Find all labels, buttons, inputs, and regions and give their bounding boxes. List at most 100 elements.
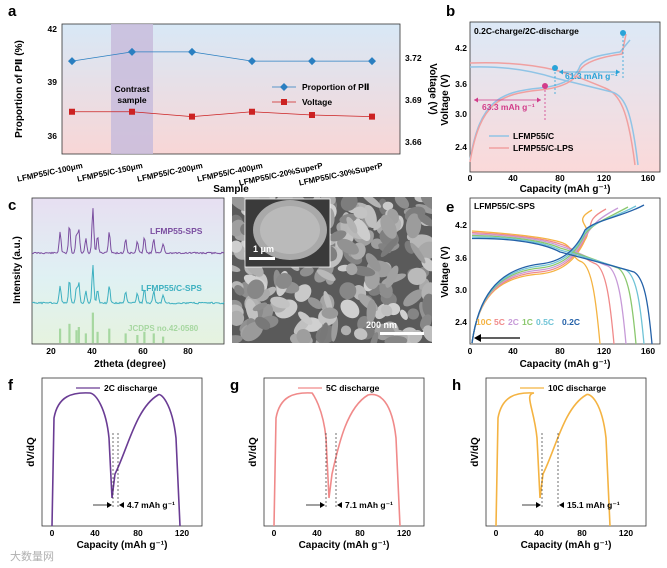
point-proportion [188,47,196,56]
sem-grain [247,279,265,299]
h-ylabel: dV/dQ [470,437,481,467]
e-discharge-curve [471,237,653,345]
panel-h-plot-area [485,377,647,527]
c-ylabel: Intensity (a.u.) [12,236,23,304]
sem-grain [232,310,245,326]
sem-grain [337,238,359,255]
b-charge-lps [469,33,627,163]
e-xtick: 160 [641,346,655,356]
e-xtick: 80 [555,346,565,356]
sem-grain [353,206,368,219]
e-ytick: 3.6 [455,253,467,263]
sem-grain [380,237,398,258]
a-category-label: LFMP55/C-200μm [136,161,203,184]
sem-grain [232,264,241,272]
sem-grain [255,316,271,330]
sem-grain [329,230,347,242]
sem-grain [299,266,314,277]
c-curve-label: LFMP55-SPS [150,226,203,236]
b-discharge-lps [469,62,636,166]
sem-grain [234,285,245,296]
point-voltage [189,113,195,120]
g-annot: 7.1 mAh g⁻¹ [345,500,393,510]
sem-grain [380,214,397,239]
f-dvdq-curve [51,392,181,527]
sem-grain [399,309,408,320]
e-rate-label: 0.5C [536,317,554,327]
c-xtick: 80 [183,346,193,356]
e-ytick: 3.0 [455,285,467,295]
sem-grain [403,289,424,307]
panel-h-label: h [452,377,461,394]
b-discharge-c [469,66,639,166]
e-curves [471,204,653,345]
a-category-label: LFMP55/C-100μm [16,161,83,184]
e-xtick: 120 [597,346,611,356]
g-ylabel: dV/dQ [248,437,259,467]
h-xtick: 0 [494,528,499,538]
a-right-axis-label: Voltage (V) [427,63,438,114]
panel-b: b 0.2C-charge/2C-discharge 61.3 mAh g⁻¹ … [440,3,661,195]
e-rate-label: 10C [476,317,492,327]
contrast-label: Contrast sample [115,84,150,105]
a-series-group [68,47,376,120]
sem-grain [365,253,381,272]
b-legend-label: LFMP55/C-LPS [513,143,574,153]
sem-grain [323,291,333,313]
sem-grain [232,335,243,343]
g-xlabel: Capacity (mAh g⁻¹) [299,540,390,551]
sem-grain [415,204,432,215]
point-proportion [128,47,136,56]
sem-grain [241,321,264,342]
panel-b-plot-area [469,21,661,173]
panel-h: h 10C discharge 15.1 mAh g⁻¹ 0 40 80 120 Capaci… [452,377,647,551]
f-legend: 2C discharge [104,383,158,393]
sem-grain [382,201,394,211]
panel-e-label: e [446,199,454,216]
panel-f-plot-area [41,377,203,527]
sem-main-scale: 200 nm [366,320,397,330]
panel-a: a Contrast sample 42 39 36 3.72 3.69 3.66… [8,3,438,195]
sem-grain [346,263,358,276]
h-dvdq-curve [495,392,611,527]
point-proportion [368,57,376,66]
e-xtick: 40 [508,346,518,356]
sem-grain [417,213,432,227]
sem-grain [321,307,339,319]
c-reference-lines [58,312,165,343]
sem-grain [366,299,377,324]
g-dvdq-curve [273,392,401,527]
a-category-label: LFMP55/C-150μm [76,161,143,184]
b-ytick: 3.6 [455,79,467,89]
panel-a-label: a [8,3,17,20]
b-charge-c [469,39,631,161]
h-annot: 15.1 mAh g⁻¹ [567,500,620,510]
b-ytick: 4.2 [455,43,467,53]
panel-g-plot-area [263,377,425,527]
sem-grain [245,298,258,323]
sem-grain [307,297,323,310]
sem-grain [407,267,427,285]
sem-grain [353,218,371,242]
h-xlabel: Capacity (mAh g⁻¹) [521,540,612,551]
b-ytick: 2.4 [455,142,467,152]
b-xlabel: Capacity (mAh g⁻¹) [520,184,611,195]
sem-grain [252,302,268,312]
f-xtick: 40 [90,528,100,538]
point-voltage [369,113,375,120]
sem-grain [275,273,293,289]
f-ylabel: dV/dQ [26,437,37,467]
c-xtick: 60 [138,346,148,356]
b-legend-label: LFMP55/C [513,131,554,141]
sem-grain [385,265,399,288]
a-right-tick: 3.66 [405,137,422,147]
e-rate-label: 2C [508,317,519,327]
sem-grain [422,325,432,342]
point-voltage [309,112,315,118]
e-ylabel: Voltage (V) [440,246,451,297]
a-legend-label: Proportion of PⅡ [302,82,369,92]
b-annot-discharge: 63.3 mAh g⁻¹ [482,102,535,112]
point-proportion [68,57,76,66]
series-line-proportion [71,51,372,62]
f-xtick: 80 [133,528,143,538]
